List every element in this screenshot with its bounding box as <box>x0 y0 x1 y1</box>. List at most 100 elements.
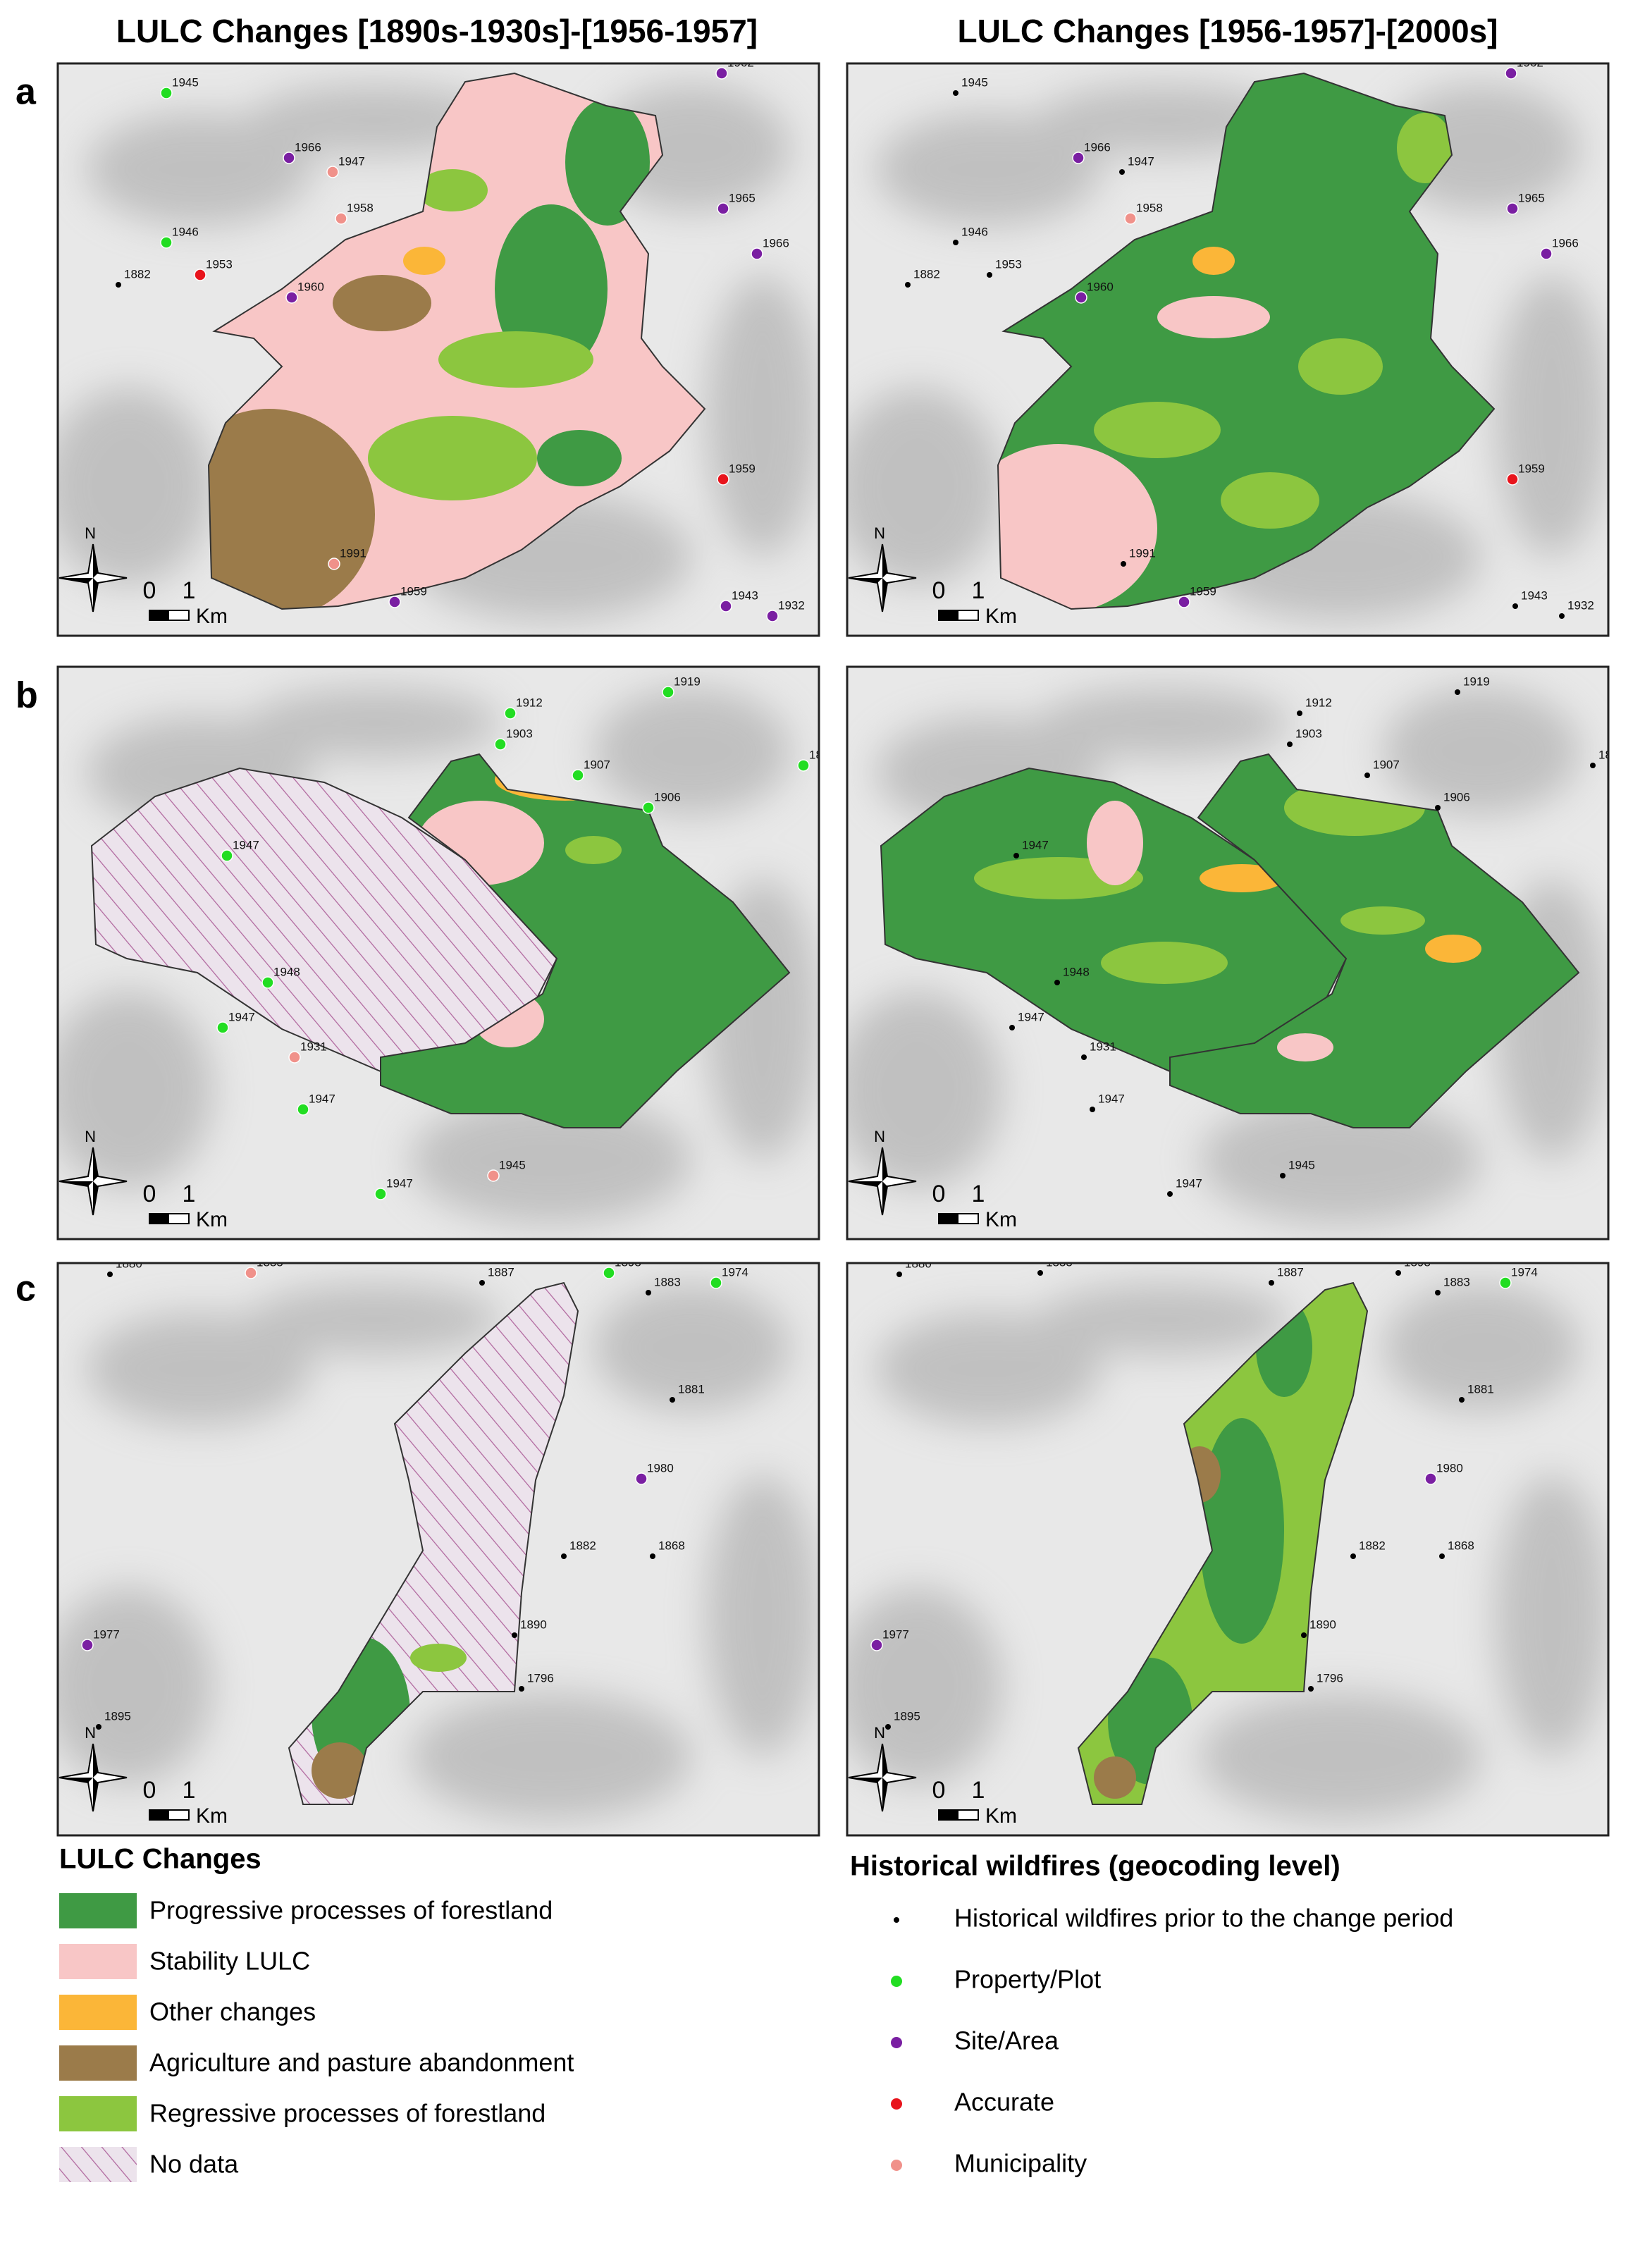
lulc-patch <box>1101 942 1228 984</box>
relief <box>410 1097 692 1224</box>
legend-swatch <box>59 1944 137 1979</box>
lulc-patch <box>998 444 1157 609</box>
wildfire-point <box>1297 710 1302 716</box>
scale-label: 1 <box>972 1777 985 1804</box>
watershed-outline <box>997 72 1496 610</box>
legend-label: Other changes <box>149 1997 316 2026</box>
wildfire-year: 1977 <box>93 1627 120 1641</box>
wildfire-point <box>1395 1270 1401 1276</box>
lulc-patch <box>209 409 375 609</box>
wildfire-point <box>1559 613 1565 619</box>
wildfire-year: 1947 <box>1176 1176 1202 1190</box>
wildfire-year: 1890 <box>1309 1618 1336 1631</box>
lulc-patch <box>1298 338 1383 395</box>
relief <box>847 388 1002 585</box>
wildfire-year: 1882 <box>124 267 151 281</box>
wildfire-year: 1966 <box>763 236 789 250</box>
wildfire-point <box>650 1553 655 1559</box>
lulc-patch <box>333 275 431 331</box>
scale-label: 1 <box>972 1181 985 1207</box>
wildfire-point <box>504 707 517 720</box>
wildfire-point <box>1072 152 1085 164</box>
wildfire-point <box>216 1021 229 1034</box>
wildfire-year: 1948 <box>273 965 300 978</box>
scale-bar-fill <box>149 1214 169 1224</box>
wildfire-year: 1947 <box>309 1092 335 1105</box>
wildfire-point <box>717 473 729 486</box>
wildfire-point <box>635 1472 648 1485</box>
scale-label: 0 <box>143 1777 156 1804</box>
relief <box>1496 1475 1608 1756</box>
lulc-patch <box>537 430 622 486</box>
wildfire-year: 1974 <box>722 1265 748 1279</box>
watershed-outline <box>288 1281 579 1805</box>
lulc-patch <box>1425 935 1481 963</box>
wildfire-year: 1870 <box>809 748 836 761</box>
relief <box>593 688 791 815</box>
watershed <box>1170 754 1579 1128</box>
wildfire-point <box>1505 67 1517 80</box>
scale-label: 1 <box>183 577 196 604</box>
wildfire-year: 1931 <box>300 1040 327 1053</box>
wildfire-point <box>328 558 340 570</box>
wildfire-year: 1882 <box>569 1539 596 1552</box>
wildfire-point <box>1167 1191 1173 1197</box>
map-frame <box>56 1262 820 1837</box>
wildfire-year: 1966 <box>295 140 321 154</box>
arrow-fill <box>59 544 98 612</box>
scale-bar-fill <box>149 1810 169 1820</box>
map-frame <box>846 665 1610 1241</box>
wildfire-point <box>603 1267 615 1279</box>
relief <box>58 991 213 1188</box>
maps: 1945 1966 1947 1958 1946 1882 1953 1960 1965 1966… <box>56 62 1610 1837</box>
lulc-patch <box>410 1644 467 1672</box>
north-label: N <box>85 524 96 542</box>
wildfire-point <box>1424 1472 1437 1485</box>
scale-bar-fill <box>939 610 958 620</box>
wildfire-point <box>797 759 810 772</box>
wildfire-point <box>1075 291 1087 304</box>
lulc-patches <box>998 113 1453 609</box>
arrow-fill <box>59 1744 98 1811</box>
wildfire-year: 1919 <box>674 675 701 688</box>
wildfire-year: 1796 <box>527 1671 554 1685</box>
wildfire-year: 1883 <box>1443 1275 1470 1288</box>
scale-unit: Km <box>985 1208 1017 1231</box>
legend-label: Stability LULC <box>149 1947 310 1976</box>
north-label: N <box>874 524 885 542</box>
north-label: N <box>874 1128 885 1145</box>
wildfire-year: 1912 <box>516 696 543 709</box>
wildfire-year: 1943 <box>732 589 758 602</box>
wildfire-year: 1903 <box>506 727 533 740</box>
wildfire-point <box>326 166 339 178</box>
map-body: 1945 1966 1947 1958 1946 1882 1953 1960 1965 1966… <box>847 63 1608 636</box>
panel-letter: b <box>16 675 38 716</box>
wildfire-year: 1945 <box>172 75 199 89</box>
relief <box>58 388 213 585</box>
lulc-patch <box>1397 113 1453 183</box>
legend-dot <box>891 2037 902 2048</box>
wildfire-point <box>288 1051 301 1064</box>
wildfire-point <box>96 1724 101 1730</box>
map-frame <box>846 1262 1610 1837</box>
legend-label: Regressive processes of forestland <box>149 2099 545 2128</box>
wildfire-point <box>1350 1553 1356 1559</box>
relief <box>706 275 819 557</box>
wildfire-year: 1907 <box>1373 758 1400 771</box>
legend-swatch <box>59 2096 137 2131</box>
wildfire-point <box>670 1397 675 1403</box>
wildfire-year: 1885 <box>257 1255 283 1269</box>
relief <box>1037 688 1291 758</box>
wildfire-point <box>870 1639 883 1651</box>
wildfire-point <box>107 1272 113 1277</box>
wildfire-point <box>1119 169 1125 175</box>
wildfire-year: 1903 <box>1295 727 1322 740</box>
wildfire-point <box>717 202 729 215</box>
wildfire-point <box>1308 1686 1314 1692</box>
legend-label: Agriculture and pasture abandonment <box>149 2048 574 2077</box>
scale-unit: Km <box>196 605 228 628</box>
hillshade-relief <box>847 1284 1608 1820</box>
wildfire-year: 1947 <box>1098 1092 1125 1105</box>
wildfire-point <box>642 801 655 814</box>
